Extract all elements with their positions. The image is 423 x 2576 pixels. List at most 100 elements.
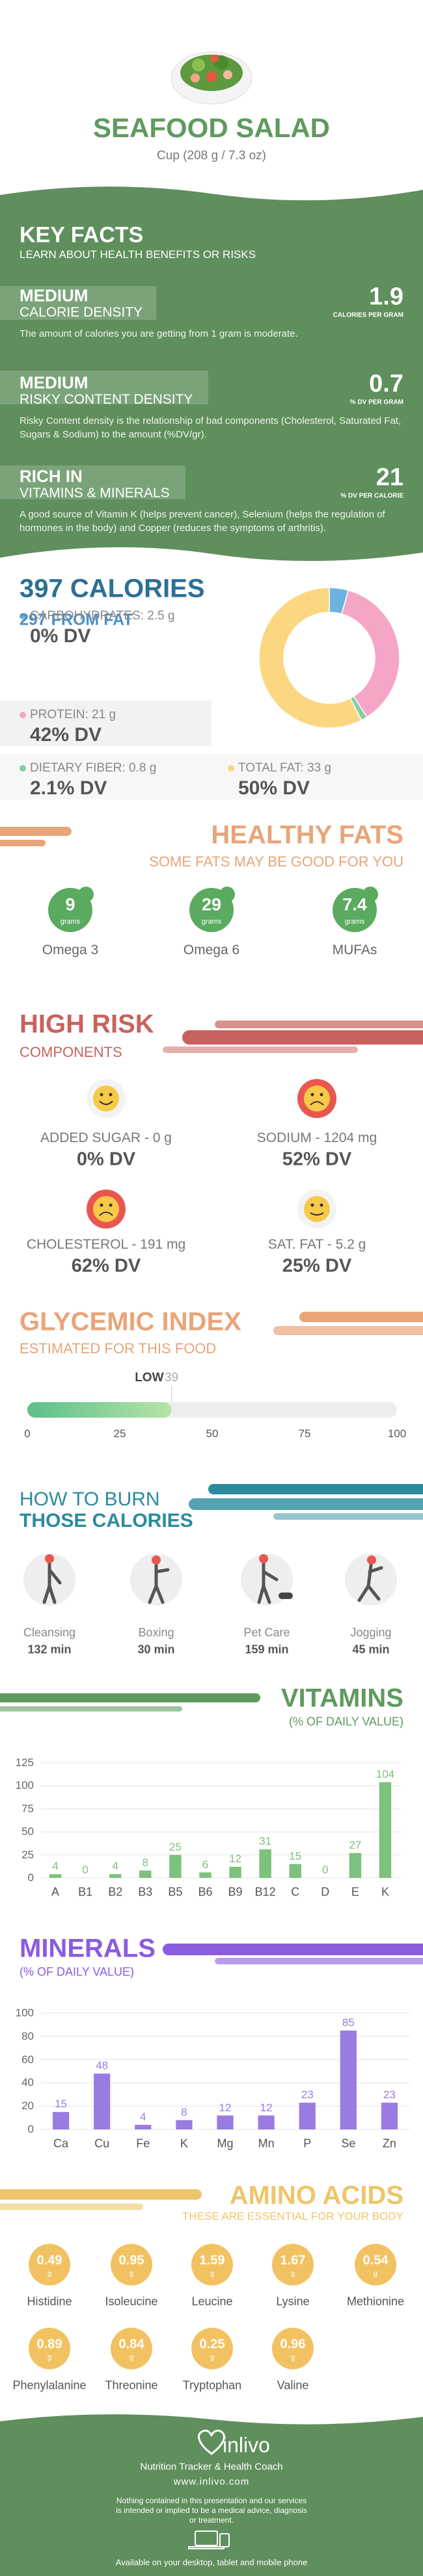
nutrient-amount: 2.5	[147, 609, 165, 623]
x-tick-label: Zn	[382, 2137, 396, 2150]
legend-dot	[228, 765, 234, 772]
bar	[259, 1849, 271, 1878]
section-title: HIGH RISK	[20, 1009, 154, 1039]
amino-unit: g	[373, 2270, 378, 2278]
value-label: 12	[229, 1853, 241, 1865]
section-title: HEALTHY FATS	[211, 820, 403, 850]
amino-unit: g	[290, 2354, 295, 2361]
amino-name: Phenylalanine	[12, 2378, 87, 2392]
x-tick-label: B12	[254, 1885, 276, 1899]
section-title: HOW TO BURN	[20, 1489, 160, 1510]
section-subtitle: (% OF DAILY VALUE)	[288, 1715, 403, 1728]
bar	[299, 2102, 316, 2129]
value-label: 48	[96, 2059, 109, 2072]
nutrient-label: CARBOHYDRATES: 2.5 g	[30, 609, 174, 623]
section-subtitle: LEARN ABOUT HEALTH BENEFITS OR RISKS	[20, 248, 256, 261]
value-label: 0	[82, 1864, 89, 1876]
devices-icon	[188, 2530, 230, 2549]
value-label: 27	[349, 1838, 362, 1851]
value-label: 4	[140, 2110, 146, 2123]
amino-name: Lysine	[276, 2295, 310, 2308]
amino-name: Tryptophan	[182, 2378, 242, 2392]
section-title: KEY FACTS	[20, 222, 144, 248]
activity-name: Pet Care	[243, 1626, 290, 1639]
fat-name: Omega 6	[183, 943, 240, 957]
amino-name: Histidine	[27, 2295, 72, 2308]
subtitle: Cup (208 g / 7.3 oz)	[157, 149, 266, 163]
bar	[217, 2115, 234, 2129]
nutrient-amount: 33	[307, 761, 321, 775]
x-tick-label: B9	[228, 1885, 243, 1899]
calories-from-fat: 297 FROM FAT	[20, 610, 133, 629]
bar	[199, 1872, 212, 1878]
bar	[229, 1867, 241, 1878]
available: Available on your desktop, tablet and mo…	[115, 2557, 308, 2568]
activity-time: 132 min	[27, 1643, 72, 1656]
activity-time: 159 min	[245, 1643, 289, 1656]
amino-value: 0.54	[362, 2253, 389, 2268]
value-label: 8	[181, 2105, 187, 2118]
nutrient-name: CARBOHYDRATES:	[30, 609, 144, 623]
gi-level: LOW	[135, 1371, 164, 1385]
value-label: 85	[342, 2016, 355, 2029]
bar	[109, 1874, 122, 1878]
amino-unit: g	[210, 2354, 215, 2361]
fat-unit: grams	[201, 918, 222, 926]
y-tick-label: 20	[21, 2100, 34, 2113]
fat-name: MUFAs	[332, 943, 377, 957]
bar	[176, 2120, 193, 2129]
risk-label: SAT. FAT - 5.2 g	[267, 1237, 366, 1252]
x-tick-label: K	[180, 2137, 188, 2150]
key-facts-band	[0, 186, 423, 562]
tagline: Nutrition Tracker & Health Coach	[140, 2461, 283, 2473]
activity-time: 45 min	[352, 1643, 390, 1656]
x-tick-label: B1	[78, 1885, 93, 1899]
bar	[169, 1854, 182, 1878]
value-label: 6	[202, 1858, 209, 1871]
nutrient-name: DIETARY FIBER:	[30, 761, 126, 775]
x-tick-label: P	[303, 2137, 312, 2150]
amino-badges	[29, 2244, 396, 2369]
streaks	[0, 1693, 260, 1711]
bar	[52, 2112, 70, 2129]
streaks	[0, 827, 72, 846]
label-box	[0, 371, 208, 404]
y-tick-label: 80	[21, 2029, 34, 2042]
brand: inlivo	[223, 2433, 270, 2457]
risk-label: CHOLESTEROL - 191 mg	[26, 1237, 186, 1252]
gi-tick-label: 75	[298, 1427, 311, 1440]
value-label: 8	[142, 1856, 149, 1869]
fact-value: 1.9	[369, 283, 403, 311]
fact-unit: CALORIES PER GRAM	[333, 311, 403, 319]
value-label: 23	[301, 2088, 314, 2101]
fat-value: 29	[201, 894, 222, 915]
value-label: 31	[259, 1835, 272, 1848]
fat-unit: grams	[60, 918, 81, 926]
nutrient-amount: 21	[92, 708, 106, 722]
x-tick-label: K	[381, 1885, 389, 1899]
bar	[135, 2124, 152, 2129]
x-tick-label: Ca	[53, 2137, 69, 2150]
fact-level: RICH IN	[20, 466, 83, 486]
section-subtitle: SOME FATS MAY BE GOOD FOR YOU	[149, 853, 403, 870]
section-subtitle: THOSE CALORIES	[20, 1510, 193, 1531]
footer-band	[0, 2414, 423, 2576]
nutrient-unit: g	[324, 761, 331, 775]
amino-value: 0.25	[199, 2337, 225, 2352]
amino-value: 0.49	[36, 2253, 62, 2268]
donut-segment	[341, 590, 400, 718]
amino-unit: g	[47, 2270, 52, 2278]
x-tick-label: B2	[108, 1885, 123, 1899]
risk-label: ADDED SUGAR - 0 g	[40, 1130, 172, 1145]
bar	[340, 2030, 357, 2129]
nutrient-name: PROTEIN:	[30, 708, 89, 722]
gi-tick-label: 0	[24, 1427, 31, 1440]
donut-segment	[258, 587, 362, 729]
amino-value: 1.67	[280, 2253, 306, 2268]
gi-tick-label: 25	[113, 1427, 126, 1440]
calories-title: 397 CALORIES	[20, 574, 205, 603]
amino-unit: g	[129, 2354, 134, 2361]
section-subtitle: COMPONENTS	[20, 1044, 122, 1060]
y-tick-label: 100	[15, 1779, 34, 1792]
